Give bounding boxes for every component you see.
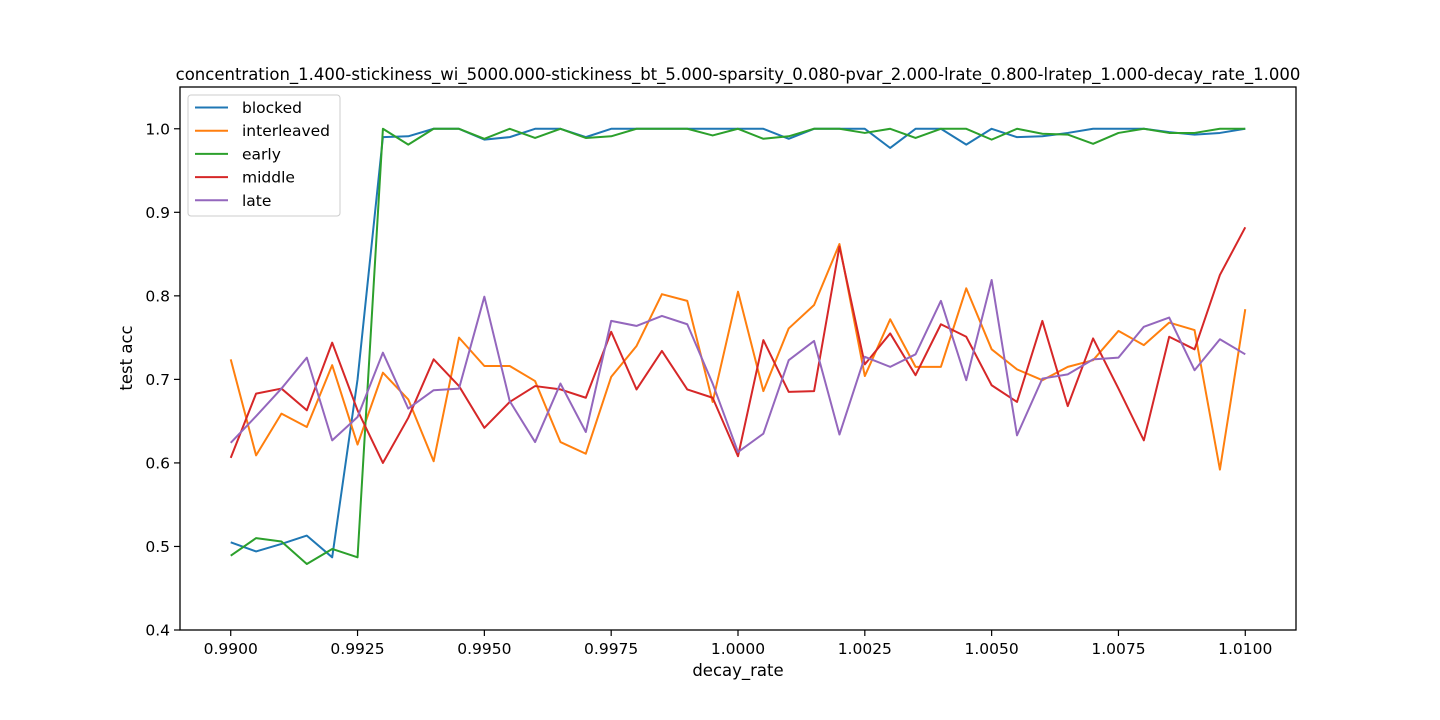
x-tick-label: 0.9900 bbox=[204, 640, 258, 658]
x-tick-label: 1.0025 bbox=[838, 640, 892, 658]
y-tick-label: 0.4 bbox=[145, 622, 170, 640]
x-tick-label: 0.9925 bbox=[330, 640, 384, 658]
y-tick-label: 0.6 bbox=[145, 454, 170, 472]
y-tick-label: 1.0 bbox=[145, 120, 170, 138]
x-tick-label: 1.0075 bbox=[1091, 640, 1145, 658]
legend-label-blocked: blocked bbox=[242, 99, 302, 117]
x-tick-label: 1.0100 bbox=[1218, 640, 1272, 658]
chart-title: concentration_1.400-stickiness_wi_5000.0… bbox=[176, 65, 1301, 85]
x-tick-label: 1.0050 bbox=[965, 640, 1019, 658]
legend: blocked interleaved early middle late bbox=[188, 95, 340, 216]
legend-label-early: early bbox=[242, 145, 281, 163]
x-tick-label: 0.9950 bbox=[457, 640, 511, 658]
x-axis-label: decay_rate bbox=[692, 661, 783, 681]
y-tick-label: 0.5 bbox=[145, 538, 170, 556]
legend-label-middle: middle bbox=[242, 169, 295, 187]
legend-label-interleaved: interleaved bbox=[242, 122, 330, 140]
x-tick-label: 0.9975 bbox=[584, 640, 638, 658]
x-tick-label: 1.0000 bbox=[711, 640, 765, 658]
y-tick-label: 0.7 bbox=[145, 371, 170, 389]
y-axis-label: test acc bbox=[117, 325, 136, 390]
y-tick-label: 0.8 bbox=[145, 287, 170, 305]
legend-label-late: late bbox=[242, 192, 271, 210]
y-tick-label: 0.9 bbox=[145, 204, 170, 222]
